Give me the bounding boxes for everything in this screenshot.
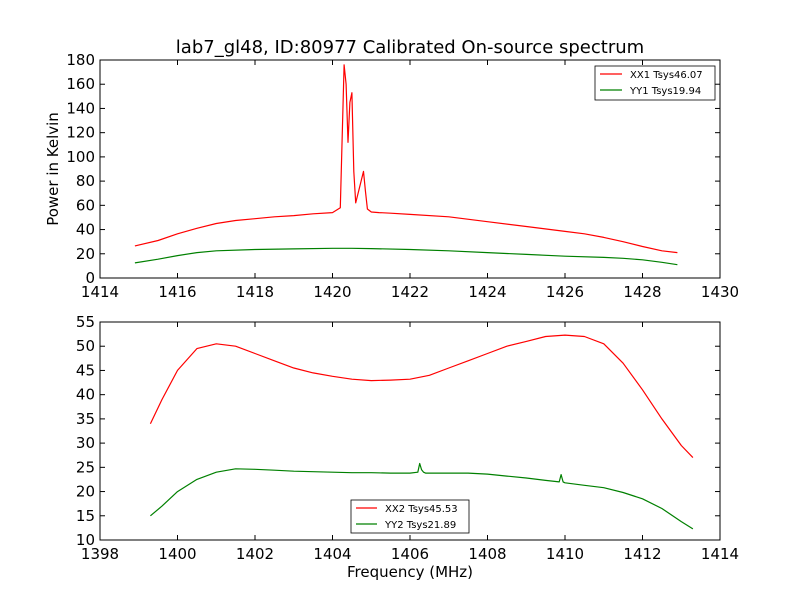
bottom-x-axis-label: Frequency (MHz) (347, 563, 473, 581)
bottom-series-line-1 (149, 334, 694, 459)
top-y-tick-label: 120 (66, 124, 95, 142)
top-y-tick-label: 20 (76, 245, 95, 263)
bottom-x-tick-label: 1402 (236, 545, 274, 563)
bottom-y-tick-label: 50 (76, 337, 95, 355)
top-x-ticks: 1414 1416 1418 1420 1422 1424 1426 1428 1430 (81, 60, 739, 301)
top-y-tick-label: 180 (66, 51, 95, 69)
bottom-x-tick-label: 1398 (81, 545, 119, 563)
bottom-y-tick-label: 45 (76, 361, 95, 379)
top-series-lines (134, 64, 678, 266)
bottom-legend-label-yy2: YY2 Tsys21.89 (384, 520, 456, 531)
top-x-tick-label: 1428 (623, 283, 661, 301)
top-legend: XX1 Tsys46.07 YY1 Tsys19.94 (594, 65, 716, 101)
bottom-x-tick-label: 1408 (468, 545, 506, 563)
bottom-y-tick-label: 40 (76, 386, 95, 404)
top-y-ticks: 0 20 40 60 80 100 120 140 160 180 (66, 51, 720, 287)
bottom-x-tick-label: 1410 (546, 545, 584, 563)
top-x-tick-label: 1422 (391, 283, 429, 301)
chart-title: lab7_gl48, ID:80977 Calibrated On-source… (176, 37, 644, 58)
top-series-line-2 (134, 247, 678, 266)
bottom-x-tick-label: 1414 (701, 545, 739, 563)
bottom-x-tick-label: 1404 (313, 545, 351, 563)
bottom-y-tick-label: 30 (76, 434, 95, 452)
bottom-legend-label-xx2: XX2 Tsys45.53 (385, 504, 458, 515)
top-legend-label-yy1: YY1 Tsys19.94 (629, 86, 701, 97)
bottom-x-tick-label: 1406 (391, 545, 429, 563)
top-x-tick-label: 1420 (313, 283, 351, 301)
bottom-y-tick-label: 55 (76, 313, 95, 331)
bottom-series-lines (149, 334, 694, 530)
bottom-legend: XX2 Tsys45.53 YY2 Tsys21.89 (350, 499, 470, 534)
bottom-y-ticks: 10 15 20 25 30 35 40 45 50 55 (76, 313, 720, 549)
top-legend-label-xx1: XX1 Tsys46.07 (630, 70, 703, 81)
top-y-tick-label: 160 (66, 75, 95, 93)
top-x-tick-label: 1418 (236, 283, 274, 301)
bottom-spectrum-plot: Frequency (MHz) 1398 1400 1402 1404 1406 1408… (76, 313, 739, 581)
bottom-x-tick-label: 1412 (623, 545, 661, 563)
top-y-axis-label: Power in Kelvin (44, 112, 62, 226)
top-x-tick-label: 1424 (468, 283, 506, 301)
top-plot-frame (99, 59, 721, 279)
top-x-tick-label: 1416 (158, 283, 196, 301)
top-spectrum-plot: lab7_gl48, ID:80977 Calibrated On-source… (44, 37, 739, 301)
bottom-y-tick-label: 25 (76, 458, 95, 476)
bottom-y-tick-label: 10 (76, 531, 95, 549)
bottom-x-ticks: 1398 1400 1402 1404 1406 1408 1410 1412 1414 (81, 322, 739, 563)
top-x-tick-label: 1426 (546, 283, 584, 301)
bottom-plot-frame (99, 321, 721, 541)
bottom-legend-box (350, 499, 470, 534)
top-y-tick-label: 100 (66, 148, 95, 166)
top-series-line-1 (134, 64, 678, 254)
top-legend-box (594, 65, 716, 101)
top-x-tick-label: 1430 (701, 283, 739, 301)
top-x-tick-label: 1414 (81, 283, 119, 301)
bottom-y-tick-label: 15 (76, 507, 95, 525)
top-y-tick-label: 0 (85, 269, 95, 287)
bottom-y-tick-label: 35 (76, 410, 95, 428)
bottom-series-line-2 (150, 462, 694, 530)
top-y-tick-label: 40 (76, 221, 95, 239)
bottom-y-tick-label: 20 (76, 483, 95, 501)
bottom-x-tick-label: 1400 (158, 545, 196, 563)
top-y-tick-label: 60 (76, 196, 95, 214)
top-y-tick-label: 140 (66, 99, 95, 117)
top-y-tick-label: 80 (76, 172, 95, 190)
